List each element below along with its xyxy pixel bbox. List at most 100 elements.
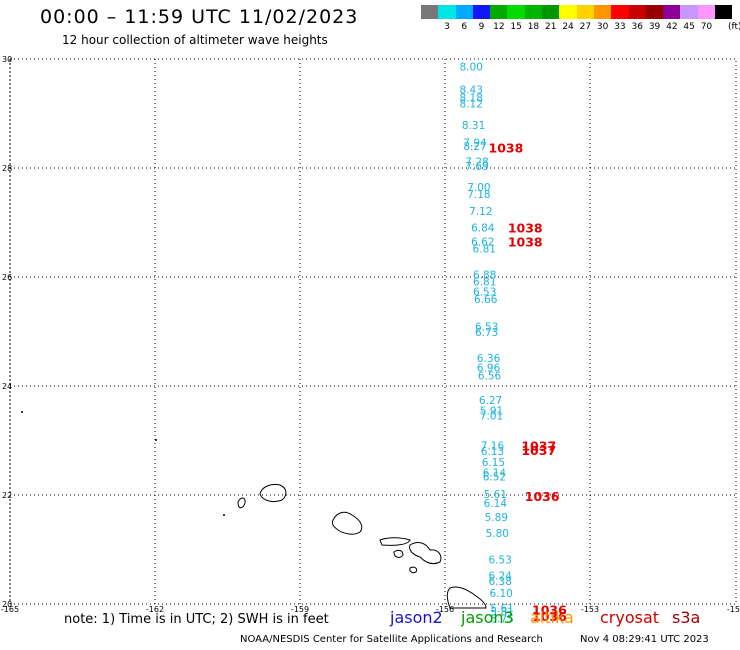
map-title: 00:00 – 11:59 UTC 11/02/2023 [40, 6, 359, 28]
color-scale-label: 15 [510, 22, 522, 32]
footer-note: note: 1) Time is in UTC; 2) SWH is in fe… [64, 612, 329, 627]
lat-tick-label: 28 [2, 164, 12, 173]
island-kahoolawe [409, 566, 417, 574]
wave-height-value: 5.75 [490, 614, 513, 626]
map-subtitle: 12 hour collection of altimeter wave hei… [62, 33, 328, 47]
satellite-legend-altika: altika [530, 608, 574, 627]
wave-height-labels: 8.00 8.438.188.12 8.31 7.948.27 7.287.69 7.00… [460, 62, 514, 626]
lat-tick-label: 26 [2, 273, 12, 282]
color-scale-swatch [524, 5, 543, 19]
wave-height-value: 6.36 [477, 353, 501, 365]
satellite-legend-jason3: jason3 [461, 608, 514, 627]
generated-timestamp: Nov 4 08:29:41 UTC 2023 [580, 634, 709, 645]
color-scale-swatch [507, 5, 525, 19]
color-scale-label: 27 [579, 22, 592, 32]
wave-height-value: 7.16 [481, 440, 505, 452]
pressure-value: 1038 [508, 235, 543, 250]
wave-height-value: 8.27 [463, 141, 486, 153]
hawaiian-islands [237, 483, 487, 609]
color-scale-swatch [490, 5, 508, 19]
wave-height-value: 5.91 [480, 406, 503, 418]
island-dot-nihoa [21, 411, 23, 413]
wave-height-value: 6.38 [489, 576, 512, 588]
lon-tick-label: -153 [581, 605, 599, 614]
color-scale-swatch [697, 5, 716, 19]
wave-height-value: 6.96 [477, 362, 501, 374]
wave-height-value: 6.27 [479, 395, 502, 407]
wave-height-value: 7.28 [465, 156, 488, 168]
wave-height-value: 8.43 [460, 85, 483, 97]
wave-height-value: 8.31 [462, 120, 485, 132]
wave-height-value: 6.81 [473, 244, 496, 256]
wave-height-value: 6.81 [473, 276, 496, 288]
color-scale-label: 36 [631, 22, 643, 32]
wave-height-value: 6.10 [489, 588, 512, 600]
wave-height-value: 6.14 [484, 498, 508, 510]
pressure-value: 1036 [532, 602, 567, 617]
wave-height-value: 6.53 [489, 554, 512, 566]
color-scale-swatch [611, 5, 629, 19]
wave-height-value: 6.15 [482, 457, 505, 469]
lat-tick-label: 24 [2, 382, 12, 391]
island-maui [409, 542, 442, 565]
color-scale-swatch [628, 5, 646, 19]
wave-height-value: 6.52 [483, 471, 506, 483]
wave-height-value: 8.18 [460, 93, 483, 105]
color-scale-bar [421, 5, 733, 19]
wave-height-value: 7.01 [480, 410, 503, 422]
color-scale-swatch [438, 5, 456, 19]
color-scale-swatch [645, 5, 664, 19]
lat-tick-label: 30 [2, 55, 12, 64]
color-scale-label: 21 [545, 22, 557, 32]
wave-height-value: 8.00 [460, 62, 483, 74]
wave-height-value: 6.53 [475, 322, 498, 334]
wave-height-value: 8.12 [460, 99, 483, 111]
island-kauai [259, 483, 287, 503]
wave-height-value: 6.84 [471, 222, 495, 234]
color-scale-swatch [663, 5, 681, 19]
color-scale-label: 18 [527, 22, 540, 32]
color-scale-swatch [715, 5, 733, 19]
color-scale-label: 24 [562, 22, 574, 32]
lon-tick-label: -156 [436, 605, 454, 614]
wave-height-value: 5.61 [484, 489, 507, 501]
lat-tick-label: 20 [2, 600, 12, 609]
pressure-value: 1036 [532, 609, 567, 624]
lat-lon-grid: 20 22 24 26 28 30 -165 -162 -159 -156 -153 -154 [1, 55, 740, 614]
wave-height-value: 6.73 [475, 327, 498, 339]
satellite-legend-cryosat: cryosat [600, 608, 660, 627]
color-scale-swatch [680, 5, 698, 19]
island-dot-kaula [223, 514, 225, 516]
color-scale-label: 39 [648, 22, 661, 32]
wave-height-value: 6.24 [489, 571, 513, 583]
pressure-value: 1037 [521, 438, 556, 453]
credit-text: NOAA/NESDIS Center for Satellite Applica… [240, 634, 543, 645]
island-molokai [379, 537, 411, 546]
color-scale-unit: (ft) [728, 22, 740, 32]
color-scale-label: 9 [478, 22, 485, 32]
island-niihau [237, 497, 246, 509]
color-scale-label: 33 [614, 22, 626, 32]
lon-tick-label: -159 [291, 605, 309, 614]
color-scale-swatch [593, 5, 612, 19]
color-scale-swatch [472, 5, 491, 19]
map-frame [9, 58, 737, 605]
wave-height-value: 6.14 [483, 468, 507, 480]
lon-tick-label: -162 [146, 605, 164, 614]
color-scale-label: 70 [700, 22, 713, 32]
wave-height-value: 7.69 [465, 161, 488, 173]
wave-height-value: 7.00 [467, 182, 490, 194]
island-hawaii [446, 586, 487, 609]
island-dot-necker [155, 439, 157, 441]
pressure-value: 1038 [489, 140, 524, 155]
color-scale-label: 6 [461, 22, 468, 32]
wave-height-value: 6.13 [481, 446, 504, 458]
color-scale-label: 3 [444, 22, 450, 32]
wave-height-value: 6.56 [478, 371, 502, 383]
wave-height-value: 7.18 [467, 189, 490, 201]
satellite-legend-s3a: s3a [672, 608, 701, 627]
color-scale-label: 42 [666, 22, 678, 32]
color-scale-swatch [421, 5, 439, 19]
